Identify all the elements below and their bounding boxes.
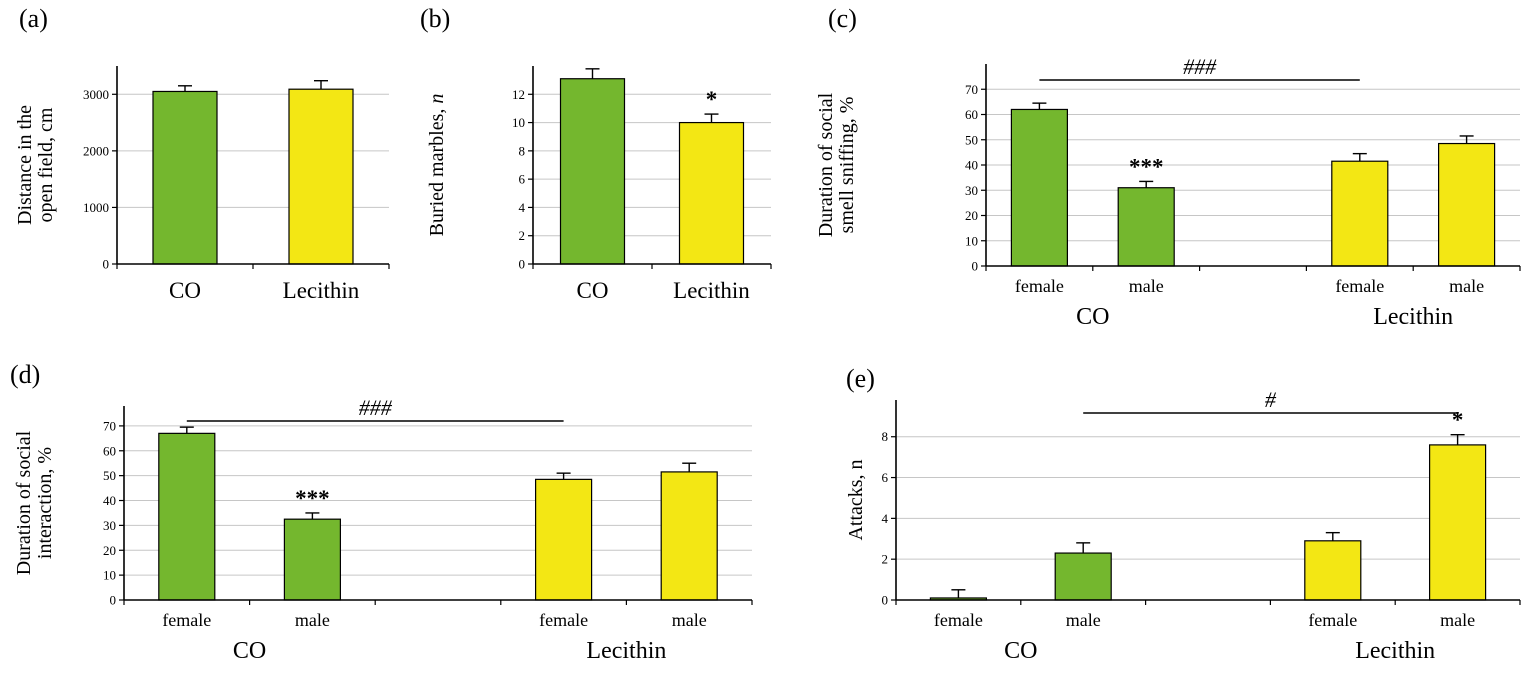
y-tick-label: 6 xyxy=(519,172,526,187)
y-tick-label: 60 xyxy=(103,443,116,458)
y-tick-label: 2 xyxy=(882,552,889,567)
sig-label: ### xyxy=(359,395,393,420)
category-label: female xyxy=(539,610,588,630)
y-tick-label: 50 xyxy=(103,468,116,483)
category-label: Lecithin xyxy=(673,278,750,303)
bar-b-Lecithin-1 xyxy=(678,121,745,265)
y-tick-label: 8 xyxy=(882,429,889,444)
bar-a-Lecithin-1 xyxy=(288,88,354,265)
y-tick-label: 40 xyxy=(965,158,978,173)
category-label: male xyxy=(1440,610,1475,630)
y-axis-label: Buried marbles, n xyxy=(426,94,448,237)
y-tick-label: 1000 xyxy=(83,200,109,215)
y-tick-label: 70 xyxy=(965,82,978,97)
category-label: male xyxy=(1129,276,1164,296)
bar-c-female-2 xyxy=(1331,160,1389,267)
y-tick-label: 20 xyxy=(103,543,116,558)
category-label: female xyxy=(1015,276,1064,296)
group-label: Lecithin xyxy=(1373,304,1453,330)
panel-a: (a) CO Lecithin 0 1000 2000 3000 Distance in t… xyxy=(5,2,405,354)
group-label: CO xyxy=(1076,304,1109,330)
panel-d: (d) female *** male female male 0 10 20 30 40 50 60… xyxy=(2,356,770,684)
significance-stars: *** xyxy=(1129,154,1164,179)
group-label: CO xyxy=(233,638,266,664)
panel-e: (e) female male female * male 0 2 4 6 8 Attacks, n… xyxy=(826,356,1534,684)
bar-e-male-3 xyxy=(1428,444,1487,601)
category-label: female xyxy=(1308,610,1357,630)
significance-stars: * xyxy=(706,87,718,112)
panel-c: (c) female *** male female male 0 10 20 30 40 50 60… xyxy=(806,2,1534,354)
bar-chart-smell-sniffing: female *** male female male 0 10 20 30 40 50 60 70 Du… xyxy=(815,54,1521,330)
y-tick-label: 4 xyxy=(882,511,889,526)
significance-stars: *** xyxy=(295,486,330,511)
bar-d-male-3 xyxy=(660,471,718,601)
panel-letter-a: (a) xyxy=(19,4,48,33)
category-label: Lecithin xyxy=(283,278,360,303)
category-label: male xyxy=(295,610,330,630)
y-tick-label: 0 xyxy=(882,593,889,608)
y-tick-label: 0 xyxy=(110,593,117,608)
bar-chart-buried-marbles: CO * Lecithin 0 2 4 6 8 10 12 Buried marbles, n xyxy=(426,66,772,303)
y-axis-label: Duration of socialinteraction, % xyxy=(13,430,56,575)
y-tick-label: 20 xyxy=(965,208,978,223)
bar-d-male-1 xyxy=(283,518,341,601)
y-tick-label: 6 xyxy=(882,470,889,485)
y-tick-label: 8 xyxy=(519,143,526,158)
y-tick-label: 0 xyxy=(103,257,110,272)
panel-letter-d: (d) xyxy=(10,360,41,389)
category-label: male xyxy=(672,610,707,630)
group-label: CO xyxy=(1004,638,1037,664)
panel-letter-e: (e) xyxy=(846,364,875,393)
category-label: CO xyxy=(169,278,201,303)
y-tick-label: 2 xyxy=(519,228,526,243)
y-axis-label: Duration of socialsmell sniffing, % xyxy=(815,92,858,237)
group-label: Lecithin xyxy=(1355,638,1435,664)
category-label: male xyxy=(1449,276,1484,296)
y-tick-label: 30 xyxy=(103,518,116,533)
y-tick-label: 10 xyxy=(512,115,525,130)
y-tick-label: 4 xyxy=(519,200,526,215)
bar-d-female-2 xyxy=(534,478,593,601)
bar-e-female-2 xyxy=(1304,540,1362,601)
panel-letter-b: (b) xyxy=(420,4,451,33)
y-tick-label: 0 xyxy=(519,257,526,272)
bar-c-male-3 xyxy=(1437,142,1496,267)
y-tick-label: 40 xyxy=(103,493,116,508)
category-label: male xyxy=(1066,610,1101,630)
y-tick-label: 70 xyxy=(103,418,116,433)
y-tick-label: 50 xyxy=(965,132,978,147)
category-label: CO xyxy=(577,278,609,303)
y-tick-label: 0 xyxy=(972,259,979,274)
bar-c-female-0 xyxy=(1010,108,1068,267)
sig-label: ### xyxy=(1183,54,1217,79)
y-tick-label: 30 xyxy=(965,183,978,198)
sig-label: # xyxy=(1265,387,1277,412)
bar-b-CO-0 xyxy=(559,78,626,265)
category-label: female xyxy=(162,610,211,630)
y-tick-label: 12 xyxy=(512,87,525,102)
y-tick-label: 2000 xyxy=(83,143,109,158)
bar-chart-open-field-distance: CO Lecithin 0 1000 2000 3000 Distance in theop… xyxy=(14,66,390,303)
y-tick-label: 3000 xyxy=(83,87,109,102)
bar-e-male-1 xyxy=(1054,552,1112,601)
category-label: female xyxy=(934,610,983,630)
y-axis-label: Distance in theopen field, cm xyxy=(14,105,57,225)
bar-a-CO-0 xyxy=(152,90,218,265)
category-label: female xyxy=(1335,276,1384,296)
significance-stars: * xyxy=(1452,408,1464,433)
bar-chart-attacks: female male female * male 0 2 4 6 8 Attacks, n CO Le… xyxy=(845,387,1521,664)
group-label: Lecithin xyxy=(586,638,666,664)
y-tick-label: 60 xyxy=(965,107,978,122)
panel-letter-c: (c) xyxy=(828,4,857,33)
bar-d-female-0 xyxy=(158,432,216,601)
y-tick-label: 10 xyxy=(965,233,978,248)
bar-c-male-1 xyxy=(1117,187,1175,267)
panel-b: (b) CO * Lecithin 0 2 4 6 8 10 12 Buried marbles, … xyxy=(413,2,791,354)
bar-chart-social-interaction: female *** male female male 0 10 20 30 40 50 60 70 Du… xyxy=(13,395,753,664)
y-tick-label: 10 xyxy=(103,568,116,583)
y-axis-label: Attacks, n xyxy=(845,459,867,540)
